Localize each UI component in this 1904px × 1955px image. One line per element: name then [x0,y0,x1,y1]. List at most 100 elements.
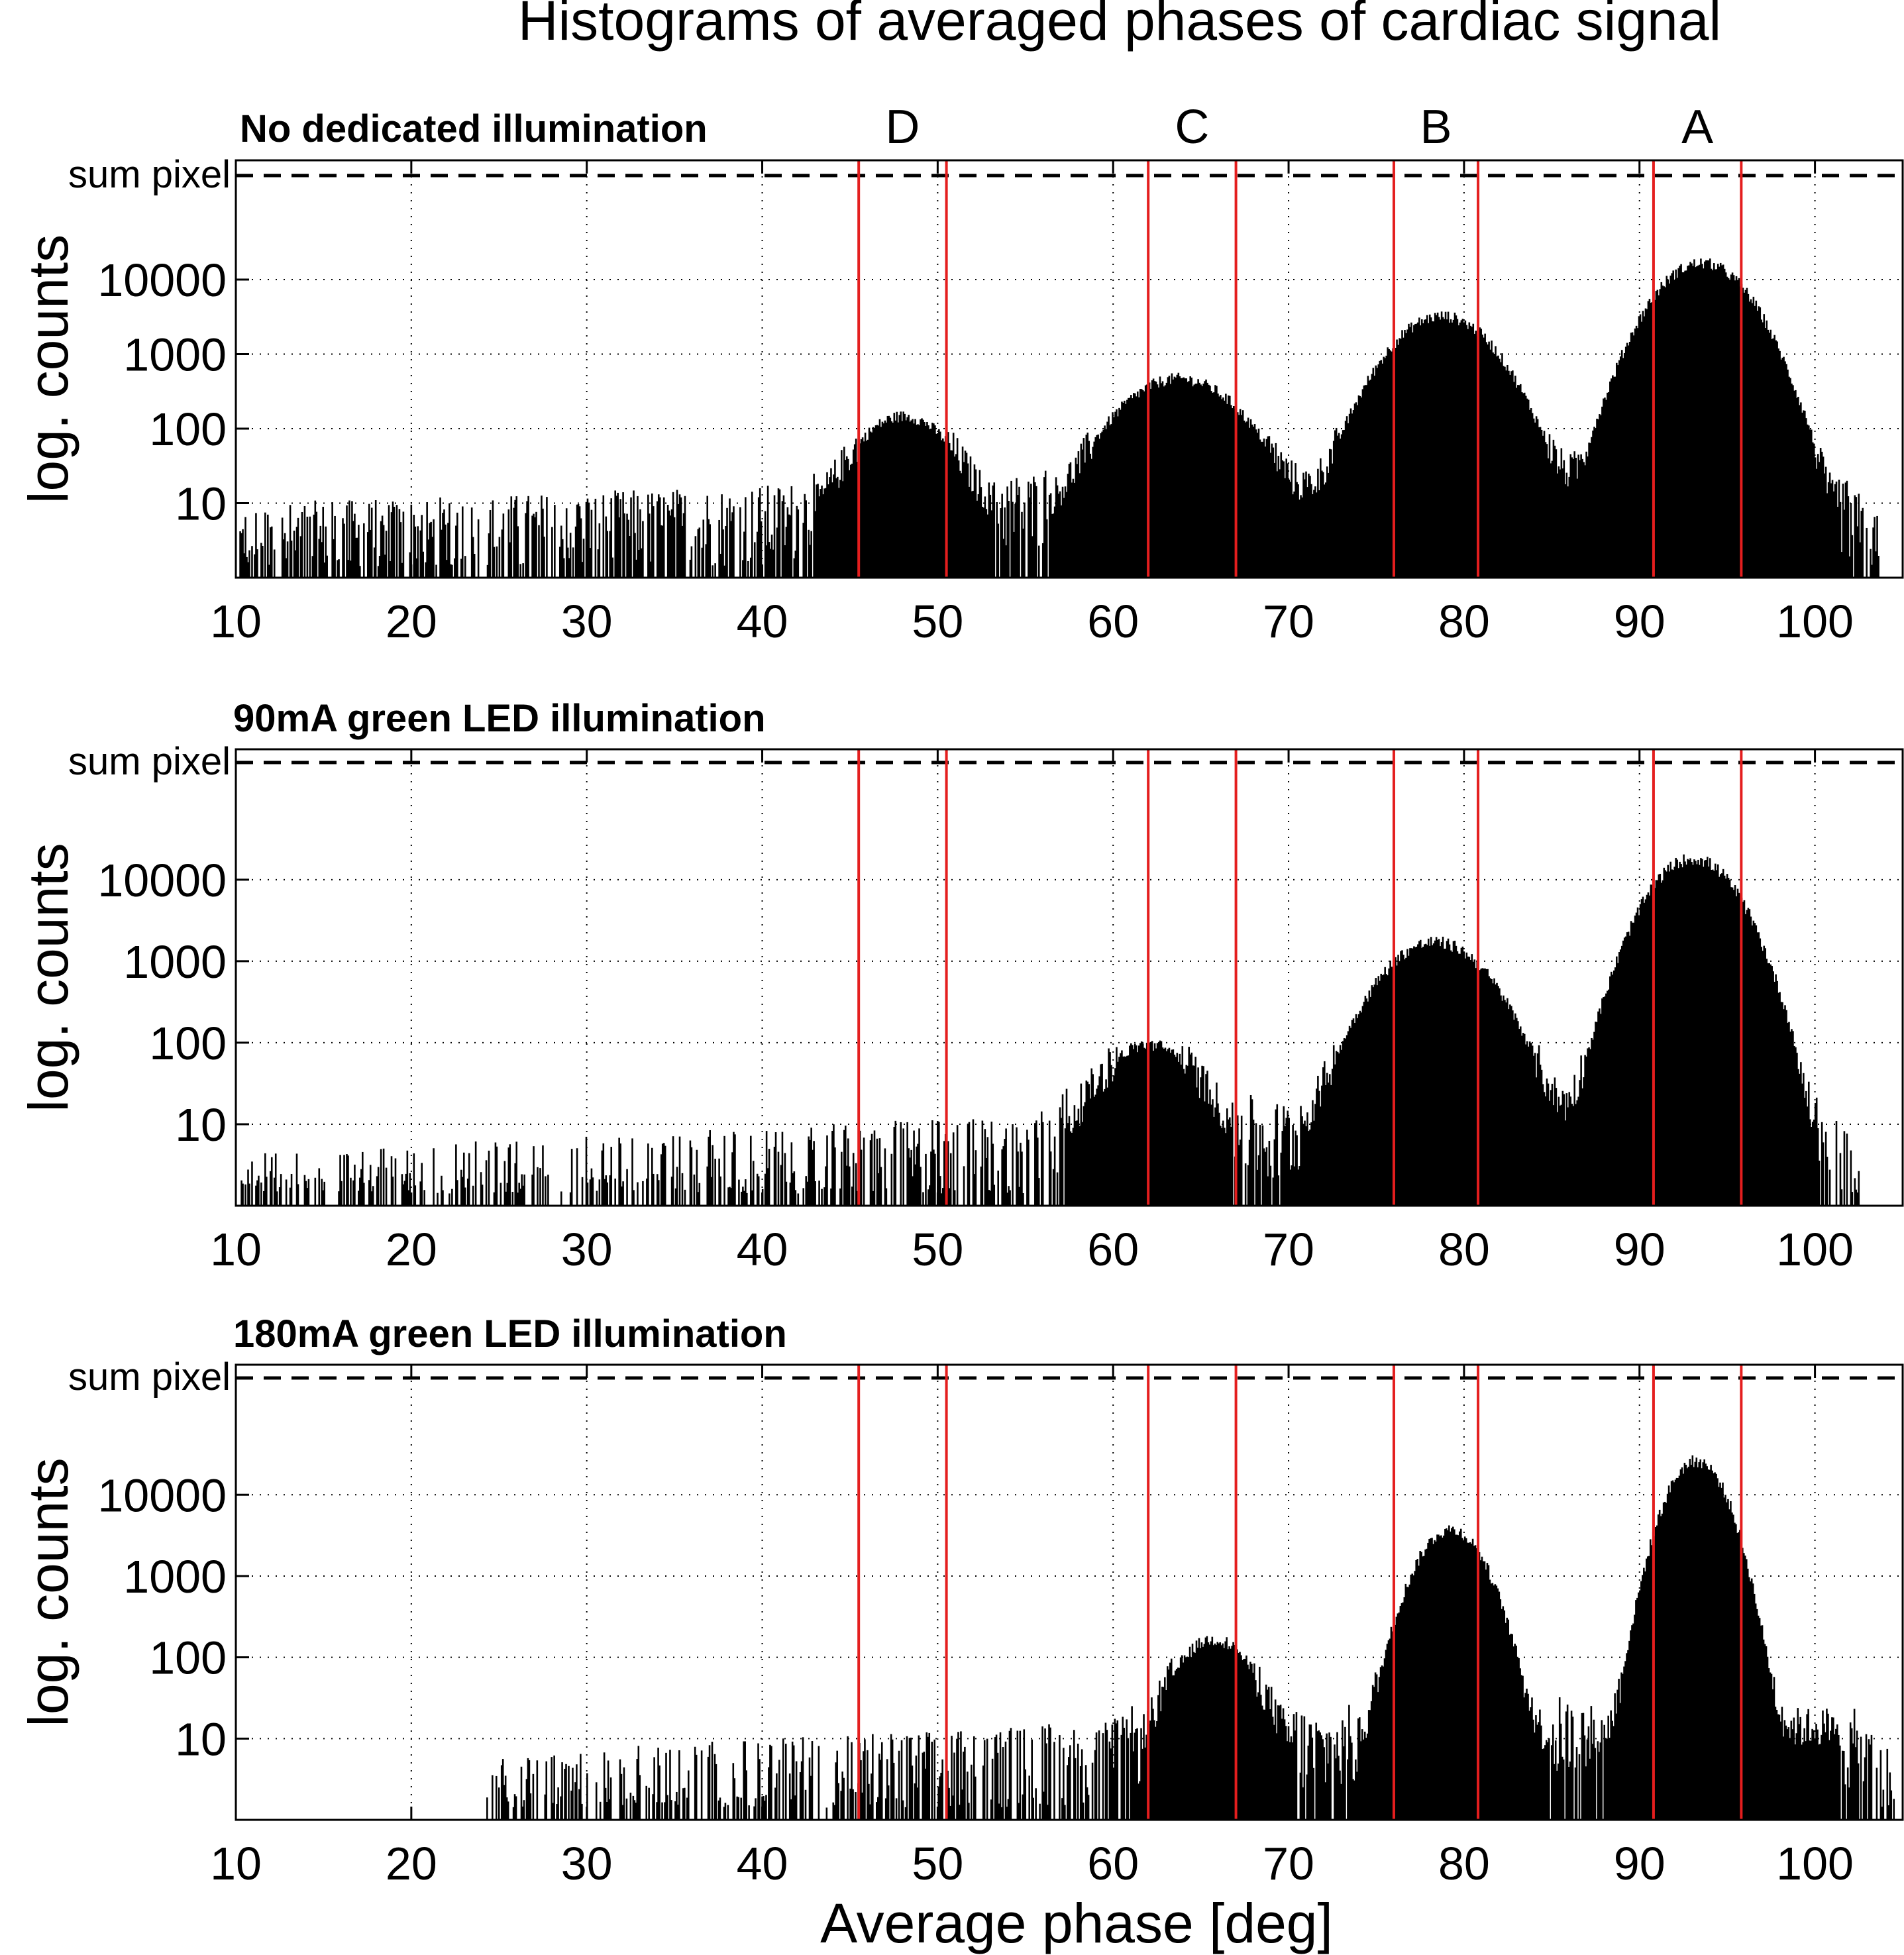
region-label-D: D [885,101,920,154]
histogram-bar [765,545,768,578]
histogram-bar [1324,1061,1326,1206]
histogram-bar [1277,1705,1279,1820]
histogram-bar [622,492,624,578]
histogram-bar [1797,396,1799,578]
x-tick-label: 50 [912,1224,963,1275]
histogram-bar [1714,1472,1716,1820]
histogram-bar [881,421,884,578]
histogram-bar [1396,339,1398,578]
x-tick-label: 40 [737,596,788,647]
histogram-bar [1518,385,1520,578]
histogram-bar [988,1190,990,1206]
histogram-bar [429,523,431,578]
histogram-bar [294,550,297,578]
histogram-bar [1434,313,1436,578]
histogram-bar [426,502,428,578]
histogram-bar [1353,1023,1356,1206]
histogram-bar [1356,1771,1358,1820]
histogram-bar [929,1185,931,1206]
histogram-bar [1821,1122,1823,1206]
histogram-bar [1039,1803,1041,1820]
histogram-bar [1627,931,1630,1206]
histogram-bar [872,1190,874,1206]
histogram-bar [1045,519,1048,578]
histogram-bar [1165,1051,1168,1206]
histogram-bar [1623,1666,1625,1820]
histogram-bar [1436,1534,1438,1820]
histogram-bar [1636,1597,1638,1820]
histogram-bar [1349,1736,1351,1820]
histogram-bar [1187,382,1189,578]
histogram-bar [1221,399,1223,578]
histogram-bar [1113,417,1115,578]
histogram-bar [1540,1725,1542,1820]
histogram-bar [1671,1480,1674,1820]
histogram-bar [938,429,940,578]
histogram-bar [1846,1134,1848,1206]
region-lines [857,749,1743,1206]
histogram-bar [1563,1094,1565,1206]
histogram-bar [1224,1641,1226,1820]
histogram-bar [1327,1083,1330,1206]
histogram-bar [1175,1057,1177,1206]
histogram-bar [268,564,270,578]
histogram-bar [1372,987,1375,1206]
histogram-bar [991,1758,994,1820]
histogram-bar [496,1146,498,1206]
histogram-bar [1234,1644,1236,1820]
histogram-bar [1744,914,1747,1206]
histogram-bar [1547,1742,1549,1820]
histogram-bar [1140,1041,1143,1206]
histogram-bar [1302,1787,1304,1820]
histogram-bar [1289,1169,1291,1206]
histogram-bar [1467,1542,1470,1820]
histogram-bar [794,1190,797,1206]
histogram-bar [1457,1535,1459,1820]
histogram-bar [1720,873,1723,1206]
histogram-bar [1361,1729,1363,1820]
histogram-bar [774,1787,776,1820]
histogram-bar [617,492,619,578]
histogram-bar [1695,267,1697,578]
histogram-bar [609,1777,612,1820]
histogram-bar [1813,1119,1815,1206]
histogram-bar [423,1190,425,1206]
histogram-bar [1372,368,1375,578]
histogram-bar [918,1735,920,1820]
histogram-bar [799,1772,802,1820]
histogram-bar [1523,392,1526,578]
histogram-bar [930,1151,932,1206]
histogram-bar [1123,1728,1126,1820]
histogram-bar [1682,1473,1685,1820]
histogram-bar [1012,502,1014,578]
histogram-bar [372,1186,374,1206]
histogram-bar [1850,503,1852,578]
histogram-bar [880,1167,882,1206]
histogram-bar [1303,1716,1306,1820]
histogram-bar [1210,1104,1212,1206]
histogram-bar [609,1175,611,1206]
histogram-bar [806,1181,808,1206]
histogram-bar [1010,1728,1012,1820]
histogram-bar [1764,1644,1766,1820]
histogram-bar [1353,403,1356,578]
histogram-bar [1304,479,1306,578]
histogram-bar [1835,481,1838,578]
histogram-bar [1067,474,1069,578]
histogram-bar [900,411,902,578]
histogram-bar [1355,402,1357,578]
histogram-bar [902,411,904,578]
histogram-bar [1412,948,1414,1206]
histogram-bar [921,418,923,578]
histogram-bar [1413,325,1415,578]
histogram-bar [1758,306,1760,578]
histogram-bar [1242,1660,1243,1820]
histogram-bar [1100,433,1102,578]
histogram-bar [321,542,323,578]
histogram-bar [1056,485,1059,578]
histogram-bar [1359,1010,1361,1206]
histogram-bar [1856,1730,1858,1820]
histogram-bar [251,546,253,578]
histogram-bar [441,529,443,578]
histogram-bar [1762,951,1764,1206]
